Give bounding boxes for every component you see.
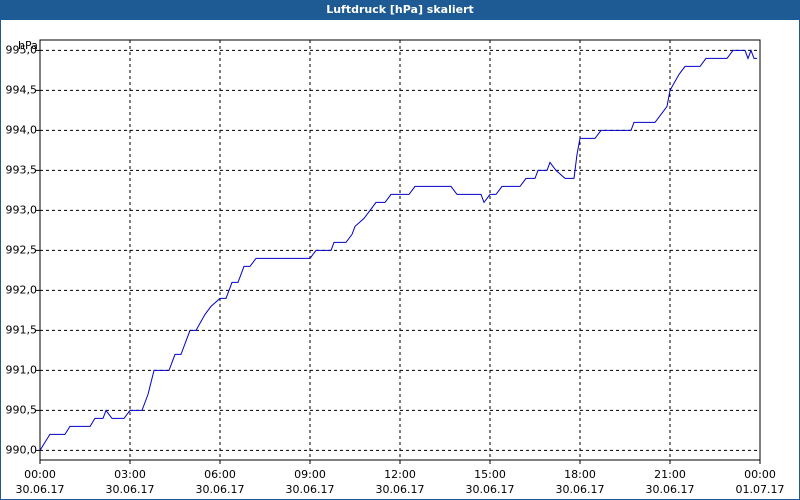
x-tick-label: 12:00 [384, 468, 416, 481]
y-tick-label: 990,5 [6, 403, 38, 416]
y-tick-label: 991,0 [6, 363, 38, 376]
x-tick-label: 00:00 [744, 468, 776, 481]
x-tick-date: 30.06.17 [286, 483, 335, 496]
y-axis-label: hPa [18, 39, 38, 52]
y-tick-label: 994,0 [6, 123, 38, 136]
y-tick-label: 991,5 [6, 323, 38, 336]
x-tick-date: 30.06.17 [196, 483, 245, 496]
x-tick-date: 30.06.17 [646, 483, 695, 496]
x-tick-date: 01.07.17 [736, 483, 785, 496]
y-tick-label: 994,5 [6, 83, 38, 96]
x-tick-label: 18:00 [564, 468, 596, 481]
x-tick-label: 09:00 [294, 468, 326, 481]
x-tick-label: 03:00 [114, 468, 146, 481]
y-tick-label: 993,0 [6, 203, 38, 216]
title-bar [0, 0, 800, 20]
y-tick-label: 992,5 [6, 243, 38, 256]
chart-title: Luftdruck [hPa] skaliert [326, 3, 474, 16]
y-tick-label: 995,0 [6, 43, 38, 56]
data-line [39, 48, 757, 451]
x-tick-label: 15:00 [474, 468, 506, 481]
x-tick-date: 30.06.17 [556, 483, 605, 496]
x-tick-date: 30.06.17 [106, 483, 155, 496]
x-tick-date: 30.06.17 [466, 483, 515, 496]
x-tick-date: 30.06.17 [16, 483, 65, 496]
y-tick-label: 990,0 [6, 443, 38, 456]
x-tick-label: 00:00 [24, 468, 56, 481]
y-tick-label: 993,5 [6, 163, 38, 176]
x-tick-label: 21:00 [654, 468, 686, 481]
y-tick-label: 992,0 [6, 283, 38, 296]
x-tick-label: 06:00 [204, 468, 236, 481]
plot-border [39, 39, 761, 461]
x-tick-date: 30.06.17 [376, 483, 425, 496]
